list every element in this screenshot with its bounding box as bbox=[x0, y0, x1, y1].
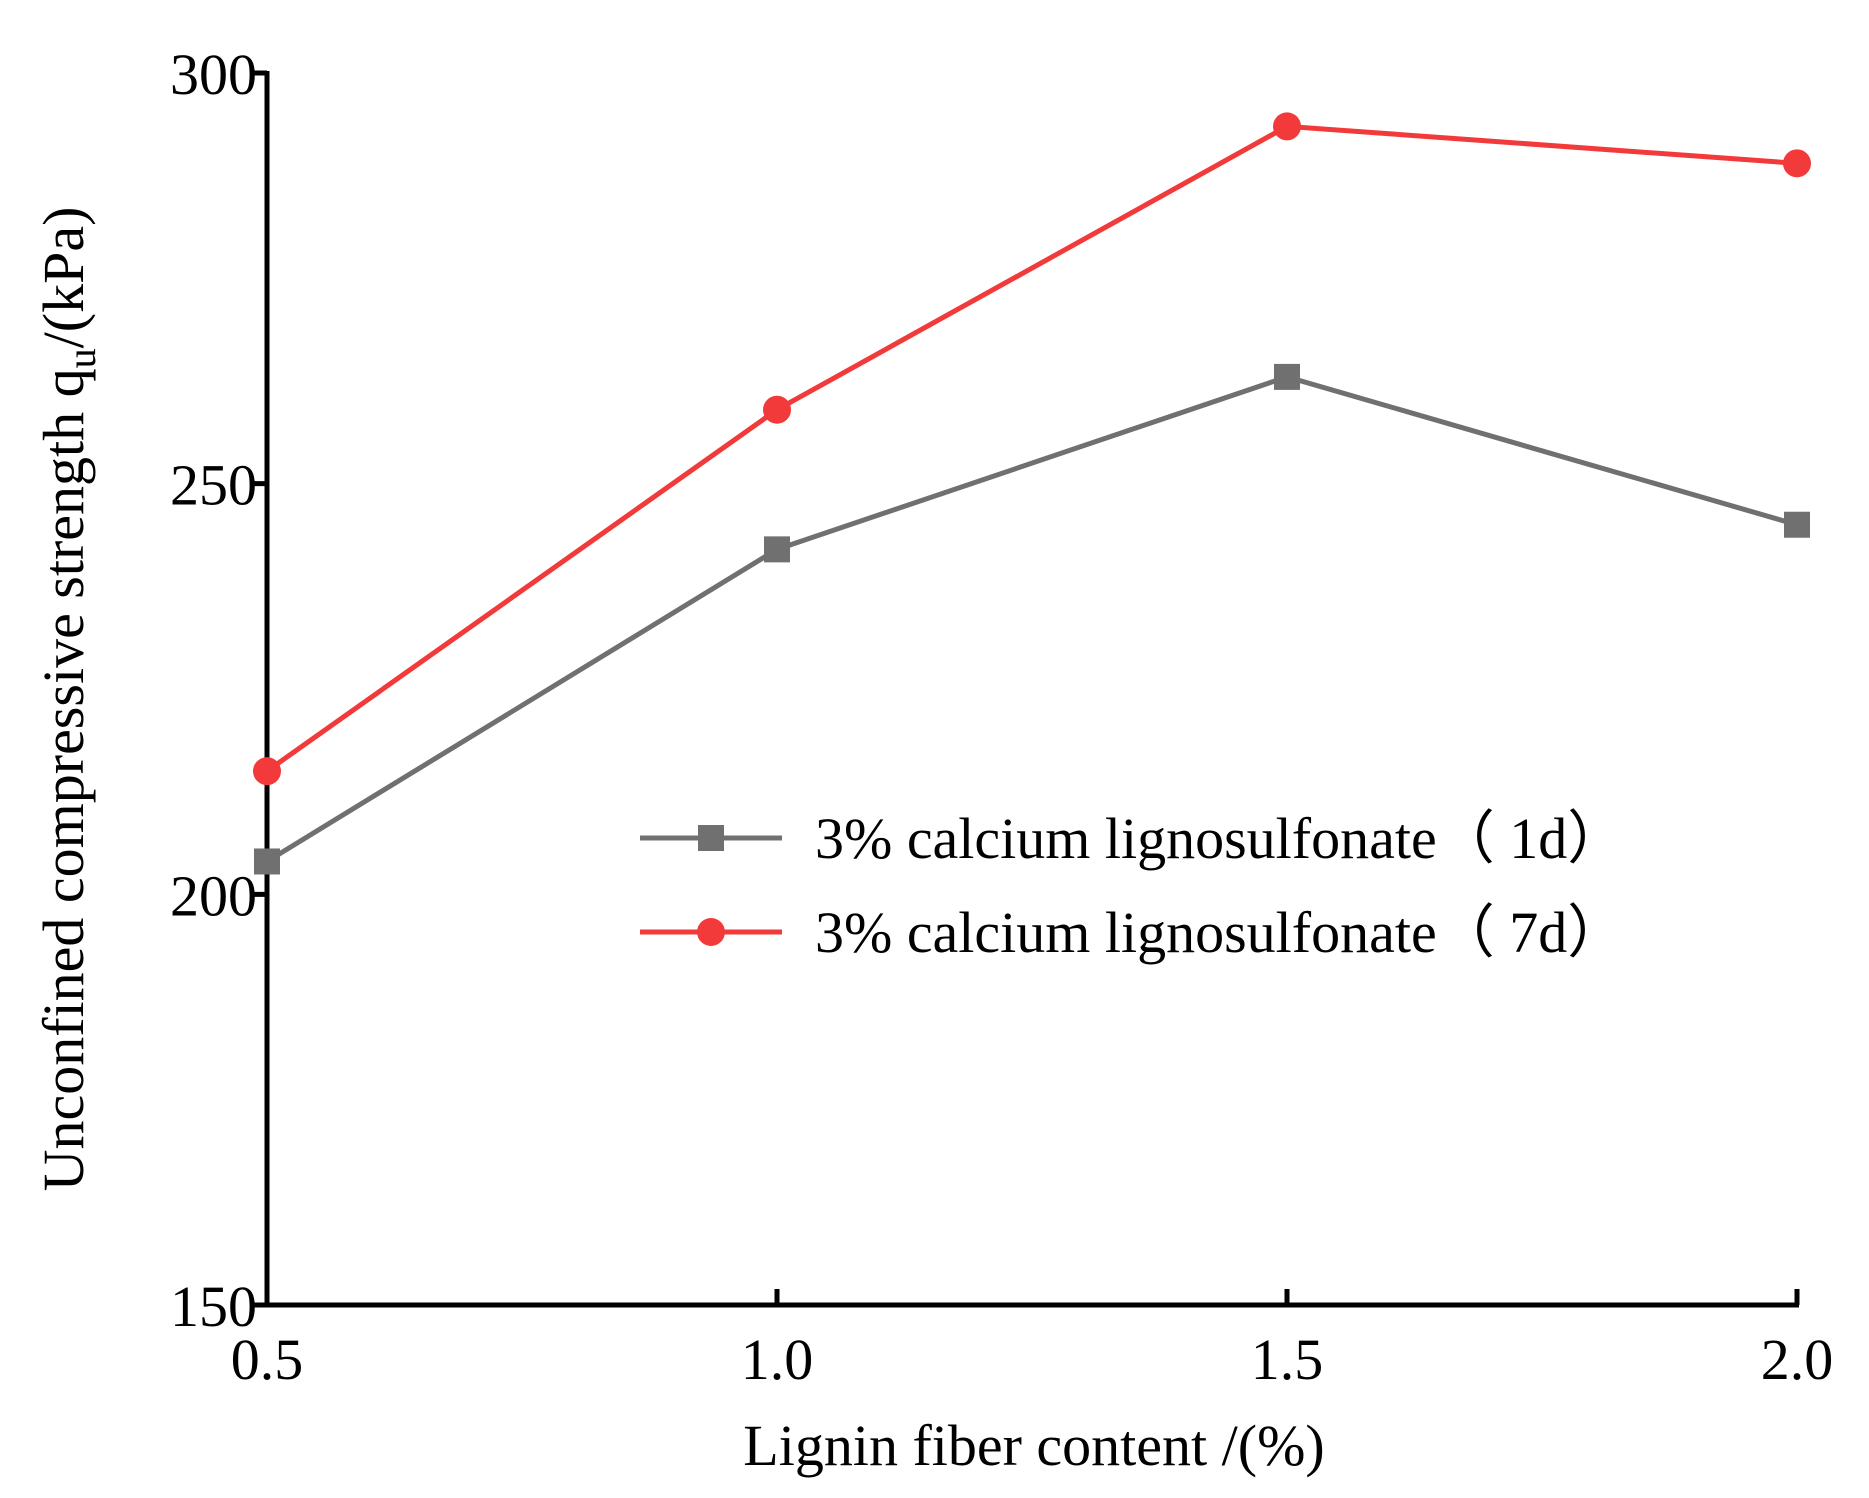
series-layer bbox=[253, 112, 1811, 875]
x-axis-ticks: 0.5 1.0 1.5 2.0 bbox=[231, 1289, 1834, 1392]
legend-item-2: 3% calcium lignosulfonate（ 7d） bbox=[640, 900, 1625, 965]
y-axis-title-unit: /(kPa) bbox=[31, 207, 96, 349]
y-axis-title-main: Unconfined compressive strength q bbox=[31, 368, 96, 1191]
y-axis-ticks: 150 200 250 300 bbox=[170, 42, 267, 1339]
y-tick-label: 300 bbox=[170, 42, 257, 107]
series-2 bbox=[253, 112, 1811, 786]
legend-swatch-marker bbox=[698, 825, 724, 851]
series-2-point bbox=[1783, 149, 1811, 178]
legend: 3% calcium lignosulfonate（ 1d） 3% calcium… bbox=[640, 806, 1625, 965]
legend-label: 3% calcium lignosulfonate（ 7d） bbox=[815, 900, 1625, 965]
series-2-point bbox=[253, 757, 281, 786]
series-1-line bbox=[265, 374, 1798, 864]
legend-item-1: 3% calcium lignosulfonate（ 1d） bbox=[640, 806, 1625, 871]
series-1-point bbox=[764, 536, 790, 563]
x-tick-label: 0.5 bbox=[231, 1327, 304, 1392]
y-axis-title: Unconfined compressive strength qu/(kPa) bbox=[31, 207, 104, 1192]
x-tick-label: 2.0 bbox=[1761, 1327, 1834, 1392]
series-1 bbox=[254, 363, 1810, 875]
series-1-point bbox=[1274, 363, 1300, 390]
series-1-point bbox=[254, 848, 280, 875]
legend-swatch-marker bbox=[697, 918, 725, 946]
series-2-point bbox=[1273, 112, 1301, 141]
x-axis-title: Lignin fiber content /(%) bbox=[743, 1413, 1324, 1478]
y-tick-label: 200 bbox=[170, 863, 257, 928]
legend-label: 3% calcium lignosulfonate（ 1d） bbox=[815, 806, 1625, 871]
x-tick-label: 1.5 bbox=[1251, 1327, 1324, 1392]
y-tick-label: 250 bbox=[170, 453, 257, 518]
y-tick-label: 150 bbox=[170, 1274, 257, 1339]
y-axis-title-subscript: u bbox=[59, 348, 104, 368]
series-2-line bbox=[265, 123, 1798, 774]
x-tick-label: 1.0 bbox=[741, 1327, 814, 1392]
series-2-point bbox=[763, 395, 791, 424]
series-1-point bbox=[1784, 511, 1810, 538]
